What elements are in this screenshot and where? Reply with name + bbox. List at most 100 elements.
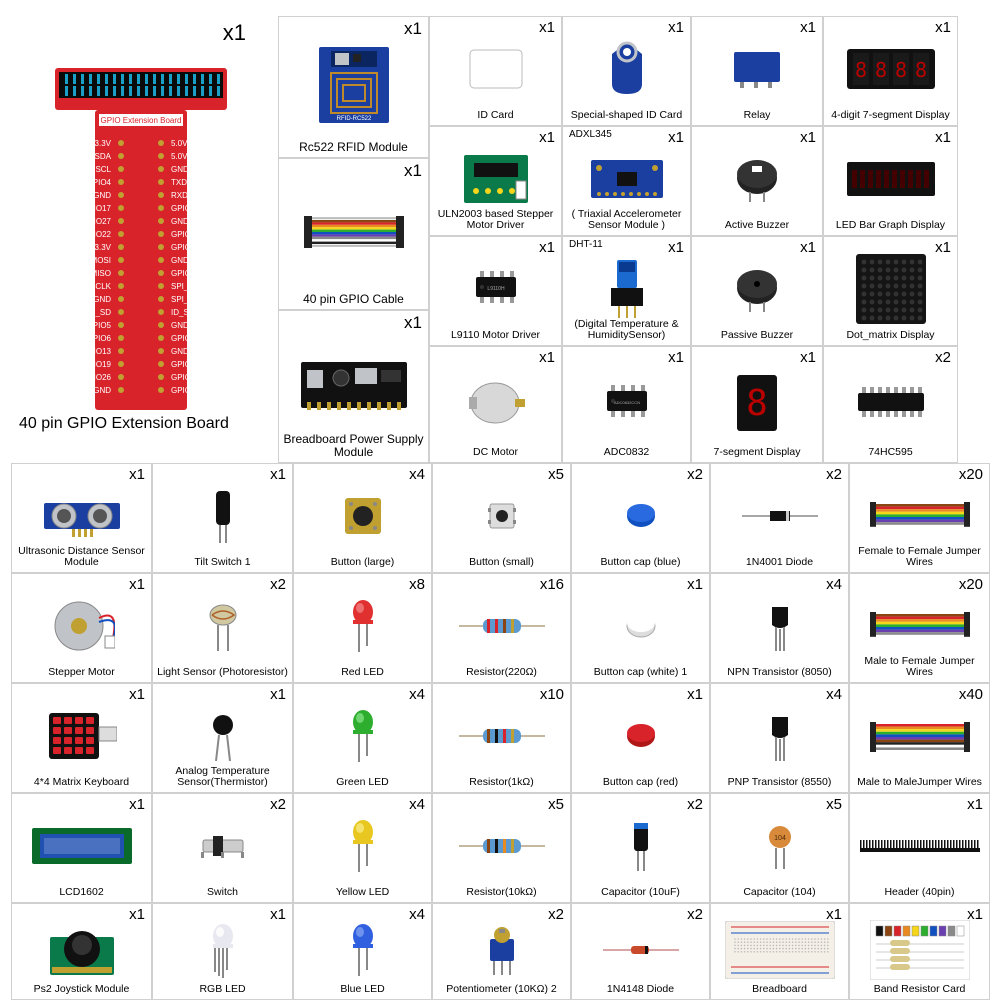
svg-text:SCLK: SCLK — [90, 282, 112, 291]
right-cell-1-1: x1ADXL345( Triaxial Accelerometer Sensor… — [562, 126, 691, 236]
svg-text:GPIO24: GPIO24 — [171, 243, 200, 252]
label: 74HC595 — [824, 447, 957, 459]
right-cell-3-3: x274HC595 — [823, 346, 958, 463]
label: 7-segment Display — [692, 447, 822, 459]
label: 40 pin GPIO Cable — [279, 293, 428, 306]
label: Breadboard Power Supply Module — [279, 433, 428, 459]
label: 1N4001 Diode — [711, 557, 848, 569]
svg-text:TXD: TXD — [171, 178, 187, 187]
bottom-cell-4-0: x1Ps2 Joystick Module — [11, 903, 152, 1000]
right-cell-0-2: x1Relay — [691, 16, 823, 126]
label: 4-digit 7-segment Display — [824, 110, 957, 122]
right-cell-2-2: x1Passive Buzzer — [691, 236, 823, 346]
svg-text:GPIO4: GPIO4 — [87, 178, 112, 187]
label: Dot_matrix Display — [824, 330, 957, 342]
bottom-cell-4-4: x21N4148 Diode — [571, 903, 710, 1000]
svg-text:GPIO23: GPIO23 — [171, 230, 200, 239]
bottom-cell-1-6: x20Male to Female Jumper Wires — [849, 573, 990, 683]
bottom-cell-0-1: x1Tilt Switch 1 — [152, 463, 293, 573]
svg-text:8: 8 — [914, 58, 926, 82]
svg-text:GPIO22: GPIO22 — [82, 230, 111, 239]
bottom-cell-3-4: x2Capacitor (10uF) — [571, 793, 710, 903]
svg-text:SPI_CE1: SPI_CE1 — [171, 295, 204, 304]
label: Header (40pin) — [850, 887, 989, 899]
bottom-cell-0-2: x4Button (large) — [293, 463, 432, 573]
label: PNP Transistor (8550) — [711, 777, 848, 789]
bottom-cell-2-4: x1Button cap (red) — [571, 683, 710, 793]
bottom-cell-1-2: x8Red LED — [293, 573, 432, 683]
label: Button cap (white) 1 — [572, 667, 709, 679]
svg-text:ID_SC: ID_SC — [171, 308, 195, 317]
svg-text:GPIO12: GPIO12 — [171, 334, 200, 343]
component-icon — [430, 347, 561, 462]
svg-text:GPIO27: GPIO27 — [82, 217, 111, 226]
bottom-cell-2-3: x10Resistor(1kΩ) — [432, 683, 571, 793]
bottom-cell-2-2: x4Green LED — [293, 683, 432, 793]
label: Female to Female Jumper Wires — [850, 546, 989, 569]
right-cell-3-2: x187-segment Display — [691, 346, 823, 463]
right-cell-0-1: x1 Special-shaped ID Card — [562, 16, 691, 126]
svg-text:RXD: RXD — [171, 191, 188, 200]
label: Special-shaped ID Card — [563, 110, 690, 122]
svg-text:RFID-RC522: RFID-RC522 — [336, 116, 371, 122]
bottom-cell-2-6: x40Male to MaleJumper Wires — [849, 683, 990, 793]
right-cell-1-2: x1Active Buzzer — [691, 126, 823, 236]
label: LED Bar Graph Display — [824, 220, 957, 232]
label: ID Card — [430, 110, 561, 122]
label: Passive Buzzer — [692, 330, 822, 342]
mid-cell-1: x1 40 pin GPIO Cable — [278, 158, 429, 310]
bottom-cell-4-5: x1 Breadboard — [710, 903, 849, 1000]
svg-text:GPIO19: GPIO19 — [82, 360, 111, 369]
bottom-cell-3-5: x5104Capacitor (104) — [710, 793, 849, 903]
bottom-cell-1-0: x1Stepper Motor — [11, 573, 152, 683]
label: RGB LED — [153, 984, 292, 996]
right-cell-0-0: x1ID Card — [429, 16, 562, 126]
bottom-cell-1-1: x2Light Sensor (Photoresistor) — [152, 573, 293, 683]
label: Tilt Switch 1 — [153, 557, 292, 569]
svg-text:8: 8 — [746, 383, 768, 424]
right-cell-3-0: x1DC Motor — [429, 346, 562, 463]
svg-text:GND: GND — [171, 217, 189, 226]
bottom-cell-4-1: x1RGB LED — [152, 903, 293, 1000]
svg-text:GPIO16: GPIO16 — [171, 360, 200, 369]
bottom-cell-3-6: x1Header (40pin) — [849, 793, 990, 903]
label: Analog Temperature Sensor(Thermistor) — [153, 766, 292, 789]
bottom-cell-0-3: x5Button (small) — [432, 463, 571, 573]
svg-text:ID_SD: ID_SD — [87, 308, 111, 317]
component-icon: 8 — [692, 347, 822, 462]
right-cell-1-0: x1ULN2003 based Stepper Motor Driver — [429, 126, 562, 236]
label: Blue LED — [294, 984, 431, 996]
svg-text:GPIO25: GPIO25 — [171, 269, 200, 278]
label: Rc522 RFID Module — [279, 141, 428, 154]
bottom-cell-0-4: x2Button cap (blue) — [571, 463, 710, 573]
svg-text:SDA: SDA — [95, 152, 112, 161]
label: Active Buzzer — [692, 220, 822, 232]
bottom-cell-4-2: x4Blue LED — [293, 903, 432, 1000]
bottom-cell-0-6: x20Female to Female Jumper Wires — [849, 463, 990, 573]
svg-text:ADC0832CCN: ADC0832CCN — [613, 400, 639, 405]
bottom-cell-3-1: x2Switch — [152, 793, 293, 903]
svg-text:GPIO18: GPIO18 — [171, 204, 200, 213]
label: ( Triaxial Accelerometer Sensor Module ) — [563, 209, 690, 232]
label: Green LED — [294, 777, 431, 789]
bottom-cell-2-0: x14*4 Matrix Keyboard — [11, 683, 152, 793]
svg-text:5.0V: 5.0V — [171, 139, 188, 148]
label: ADC0832 — [563, 447, 690, 459]
svg-text:GND: GND — [93, 386, 111, 395]
label: LCD1602 — [12, 887, 151, 899]
svg-text:GPIO5: GPIO5 — [87, 321, 112, 330]
bottom-cell-0-0: x1Ultrasonic Distance Sensor Module — [11, 463, 152, 573]
label: Relay — [692, 110, 822, 122]
svg-text:GND: GND — [171, 347, 189, 356]
label: Resistor(1kΩ) — [433, 777, 570, 789]
label: (Digital Temperature & HumiditySensor) — [563, 319, 690, 342]
bottom-cell-1-3: x16Resistor(220Ω) — [432, 573, 571, 683]
svg-text:GPIO Extension Board: GPIO Extension Board — [101, 116, 182, 125]
label: NPN Transistor (8050) — [711, 667, 848, 679]
svg-text:GND: GND — [93, 295, 111, 304]
label: Ps2 Joystick Module — [12, 984, 151, 996]
mid-cell-2: x1 Breadboard Power Supply Module — [278, 310, 429, 463]
svg-text:8: 8 — [894, 58, 906, 82]
label: Button cap (blue) — [572, 557, 709, 569]
right-cell-1-3: x1LED Bar Graph Display — [823, 126, 958, 236]
